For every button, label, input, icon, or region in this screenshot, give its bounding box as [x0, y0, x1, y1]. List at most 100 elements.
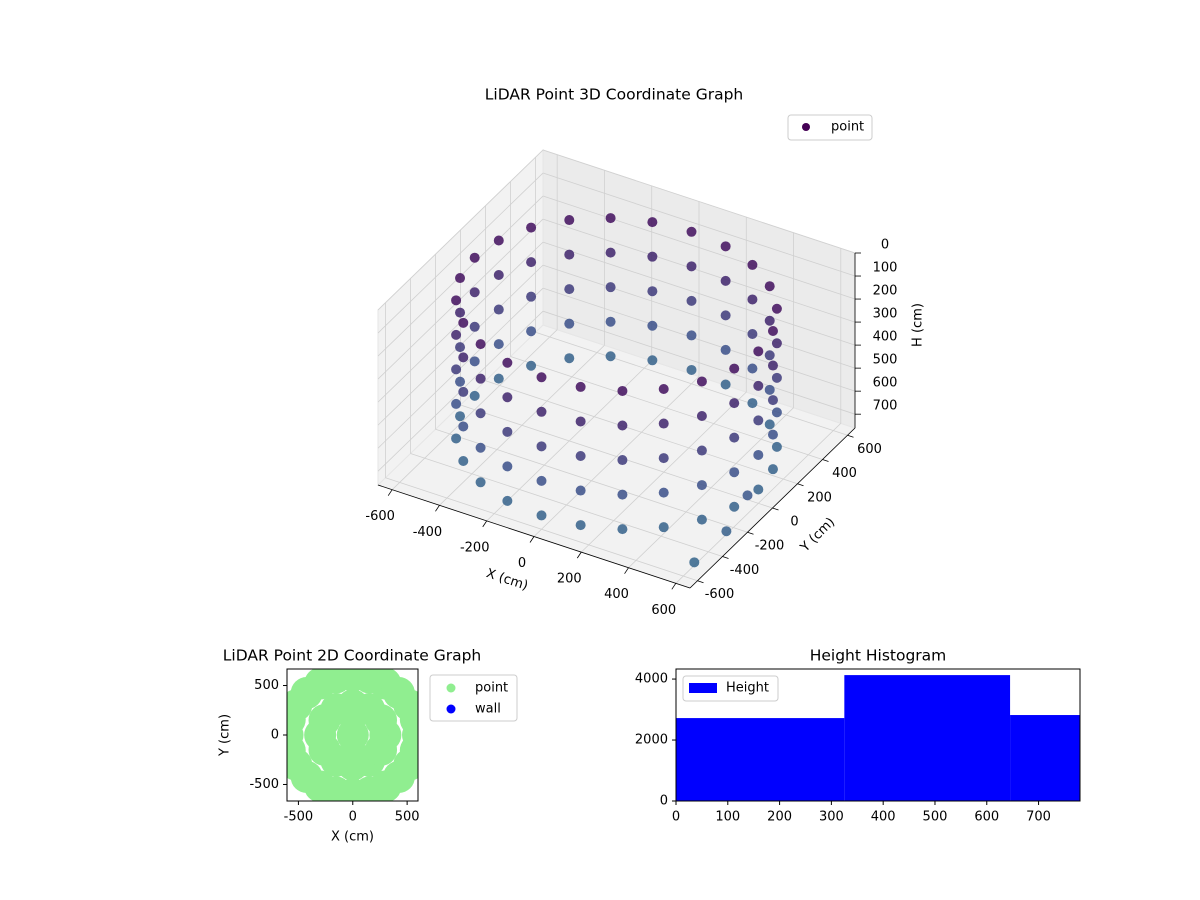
point: [720, 241, 731, 252]
tick-mark: [624, 567, 629, 574]
point: [536, 372, 547, 383]
point: [686, 330, 697, 341]
point: [647, 286, 658, 297]
legend-label: wall: [475, 702, 501, 717]
point: [526, 222, 537, 233]
point: [455, 376, 466, 387]
axis-line: [377, 484, 691, 589]
point: [658, 418, 669, 429]
point: [720, 379, 731, 390]
z-tick-label: 400: [873, 330, 898, 345]
x-tick-label: 600: [974, 810, 999, 825]
point: [747, 363, 758, 374]
point: [536, 441, 547, 452]
point: [764, 281, 775, 292]
point: [753, 484, 764, 495]
point: [720, 310, 731, 321]
point: [451, 295, 462, 306]
point: [502, 461, 513, 472]
bar: [676, 718, 845, 801]
point: [458, 421, 469, 432]
y-tick-label: 0: [271, 728, 279, 743]
tick-mark: [747, 531, 754, 535]
plot-2d: point wall -500 0 500 -500 0 500 X (cm) Y (cm): [218, 668, 518, 845]
y-tick-label: 0: [790, 515, 798, 530]
point: [771, 338, 782, 349]
point: [617, 524, 628, 535]
bar: [1010, 715, 1080, 801]
point: [502, 392, 513, 403]
point: [536, 475, 547, 486]
grid-line: [542, 195, 856, 300]
x-axis-label: X (cm): [331, 830, 374, 845]
point: [720, 275, 731, 286]
point: [502, 357, 513, 368]
point: [658, 453, 669, 464]
tick-mark: [576, 551, 582, 559]
point: [458, 317, 469, 328]
point: [536, 406, 547, 417]
point: [764, 350, 775, 361]
z-tick-label: 500: [873, 353, 898, 368]
tick-mark: [529, 536, 535, 543]
x-tick-label: 200: [557, 572, 582, 587]
point: [502, 495, 513, 506]
point: [365, 733, 398, 766]
y-tick-label: 200: [807, 490, 832, 505]
point: [564, 215, 575, 226]
tick-mark: [847, 434, 854, 438]
grid-line: [542, 287, 856, 392]
point: [493, 235, 504, 246]
point: [753, 346, 764, 357]
legend-box: [787, 114, 873, 141]
grid-line: [510, 356, 823, 460]
point: [564, 284, 575, 295]
legend-label: point: [475, 681, 508, 696]
x-tick-label: 500: [395, 810, 420, 825]
grid-line: [542, 218, 856, 323]
point: [469, 356, 480, 367]
legend-label: Height: [726, 681, 769, 696]
point: [747, 259, 758, 270]
point: [451, 329, 462, 340]
z-tick-label: 300: [873, 307, 898, 322]
axis-line: [689, 427, 856, 589]
point: [767, 360, 778, 371]
point: [493, 304, 504, 315]
z-tick-label: 200: [873, 284, 898, 299]
point: [536, 510, 547, 521]
y-tick-label: 4000: [635, 672, 668, 687]
point: [451, 398, 462, 409]
x-tick-label: 600: [651, 603, 676, 618]
grid-line: [542, 172, 856, 277]
point: [469, 252, 480, 263]
point: [729, 363, 740, 374]
z-tick-label: 700: [873, 399, 898, 414]
point: [493, 270, 504, 281]
point: [729, 398, 740, 409]
legend-box: [682, 675, 779, 702]
point: [689, 557, 700, 568]
point: [686, 295, 697, 306]
tick-mark: [722, 556, 729, 559]
point: [658, 487, 669, 498]
point: [647, 320, 658, 331]
grid-line: [410, 453, 723, 557]
point: [469, 321, 480, 332]
point: [767, 325, 778, 336]
point: [696, 480, 707, 491]
y-axis-label: Y (cm): [218, 714, 233, 757]
point: [575, 451, 586, 462]
point: [605, 247, 616, 258]
point: [526, 360, 537, 371]
point: [771, 407, 782, 418]
tick-mark: [482, 520, 488, 528]
tick-mark: [697, 580, 704, 584]
point: [647, 217, 658, 228]
point: [605, 213, 616, 224]
point: [526, 291, 537, 302]
point: [771, 441, 782, 452]
point: [564, 353, 575, 364]
y-tick-label: -400: [730, 563, 760, 578]
point: [686, 261, 697, 272]
